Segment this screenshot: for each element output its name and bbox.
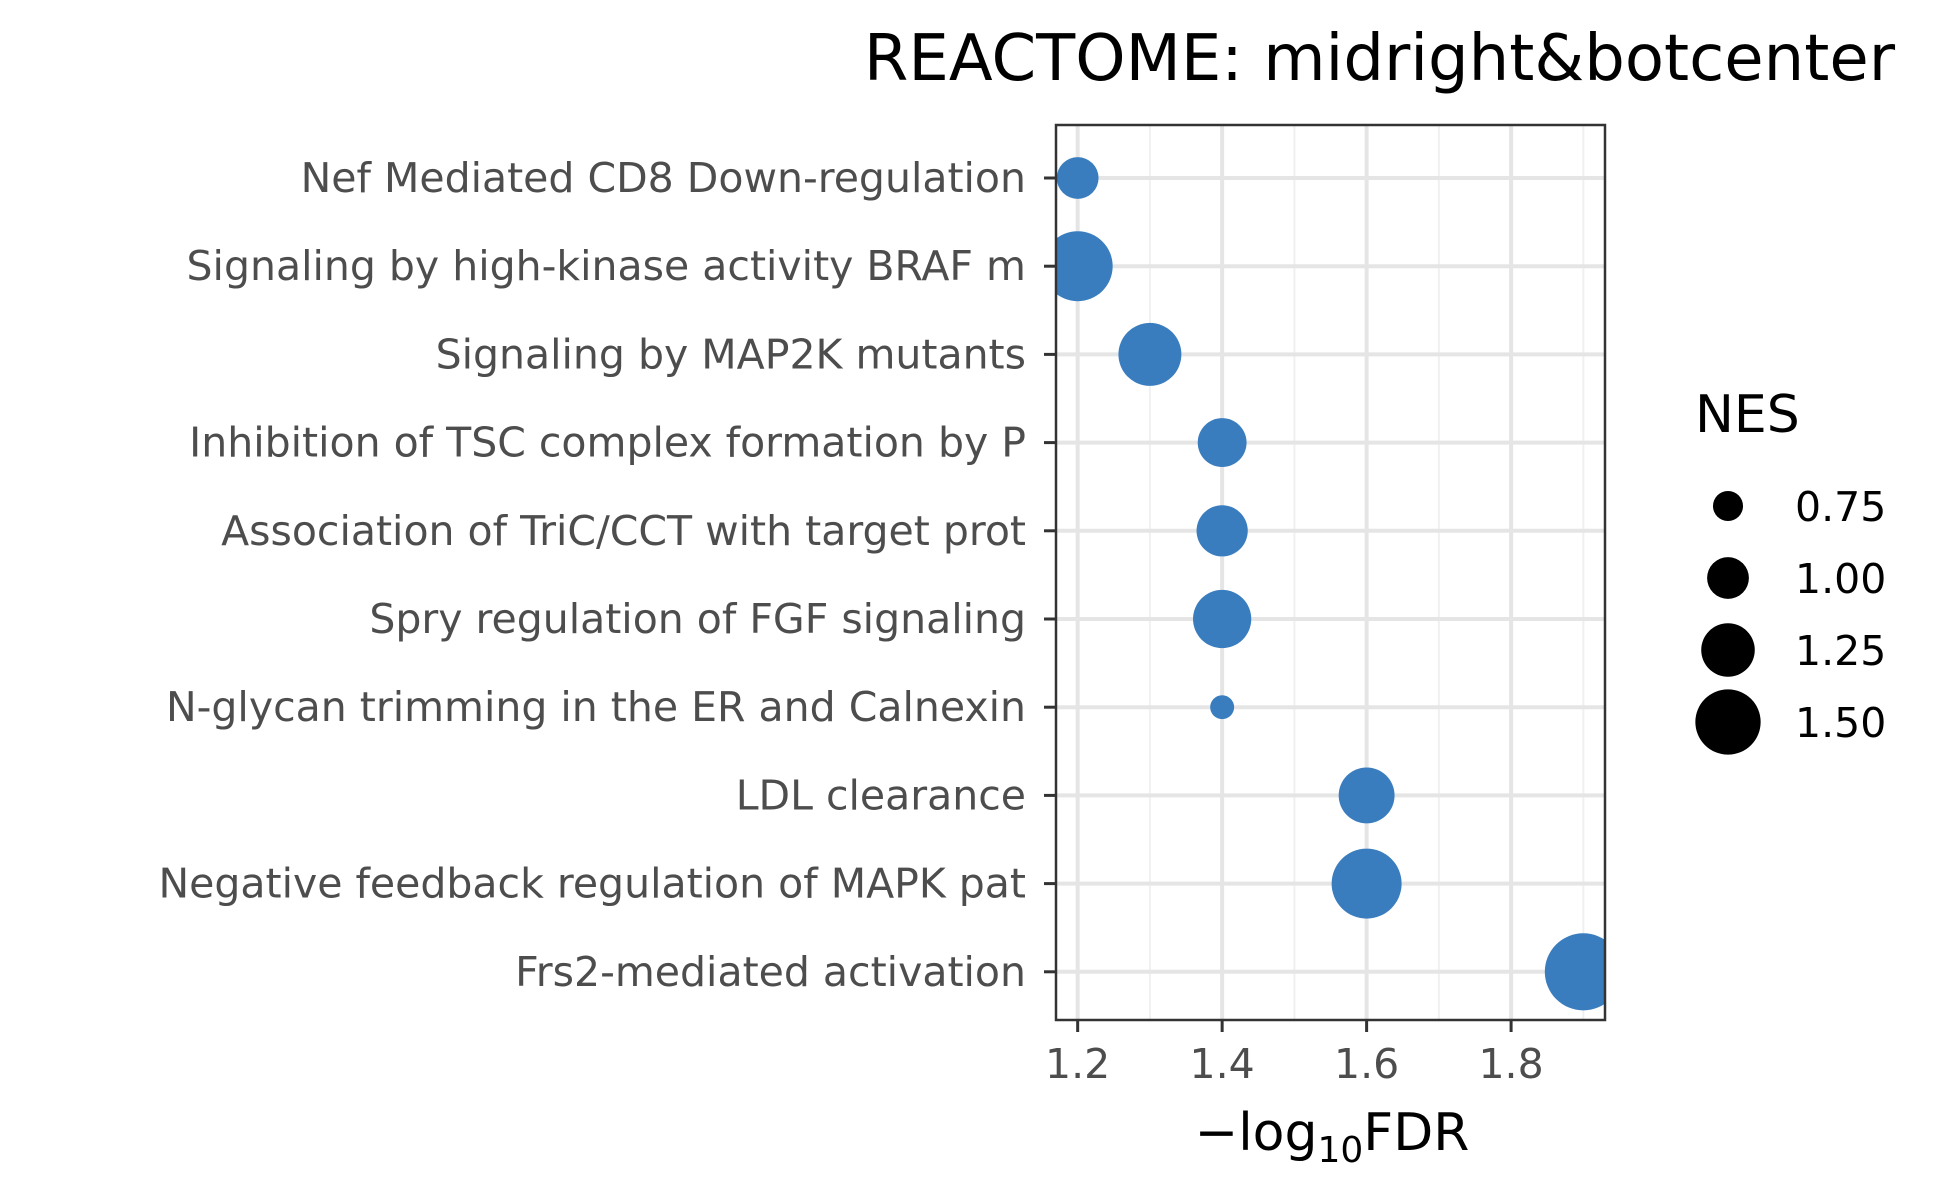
data-point xyxy=(1331,848,1402,919)
data-point xyxy=(1056,231,1113,302)
legend-label: 1.25 xyxy=(1795,627,1886,675)
category-label: N-glycan trimming in the ER and Calnexin xyxy=(166,683,1026,731)
chart-title: REACTOME: midright&botcenter xyxy=(864,22,1896,96)
data-point xyxy=(1210,695,1235,720)
data-point xyxy=(1118,322,1182,386)
x-tick-label: 1.6 xyxy=(1334,1040,1399,1088)
legend-key xyxy=(1707,557,1749,599)
data-point xyxy=(1193,589,1252,649)
legend-key xyxy=(1701,623,1755,677)
category-label: Signaling by high-kinase activity BRAF m xyxy=(187,242,1026,290)
legend-title: NES xyxy=(1695,385,1800,445)
legend-label: 0.75 xyxy=(1795,483,1886,531)
legend-label: 1.50 xyxy=(1795,699,1886,747)
panel-border xyxy=(1054,123,1607,1022)
data-point xyxy=(1338,767,1395,824)
legend-key xyxy=(1712,490,1744,522)
category-label: Spry regulation of FGF signaling xyxy=(369,595,1026,643)
data-point xyxy=(1056,157,1099,199)
x-tick-label: 1.8 xyxy=(1478,1040,1543,1088)
x-axis-title-suffix: FDR xyxy=(1363,1103,1469,1163)
category-label: Negative feedback regulation of MAPK pat xyxy=(158,860,1026,908)
category-label: Nef Mediated CD8 Down-regulation xyxy=(301,154,1026,202)
legend-key xyxy=(1695,689,1761,755)
data-point xyxy=(1544,933,1605,1011)
category-label: Signaling by MAP2K mutants xyxy=(436,330,1026,378)
data-point xyxy=(1197,418,1247,468)
x-axis-ticks: 1.2 1.4 1.6 1.8 xyxy=(1045,1020,1544,1088)
data-point xyxy=(1196,505,1248,557)
category-label: Association of TriC/CCT with target prot xyxy=(221,507,1026,555)
category-label: Frs2-mediated activation xyxy=(515,948,1026,996)
x-tick-label: 1.2 xyxy=(1045,1040,1110,1088)
x-axis-title-prefix: −log xyxy=(1195,1103,1318,1163)
size-legend: NES 0.75 1.00 1.25 1.50 xyxy=(1695,385,1886,755)
x-axis-title: −log10FDR xyxy=(1195,1103,1470,1171)
category-labels: Nef Mediated CD8 Down-regulation Signalin… xyxy=(158,154,1056,996)
x-axis-title-subscript: 10 xyxy=(1317,1130,1363,1171)
panel-background xyxy=(1056,125,1605,1020)
points xyxy=(1056,157,1605,1011)
category-label: Inhibition of TSC complex formation by P xyxy=(189,419,1026,467)
x-tick-label: 1.4 xyxy=(1190,1040,1255,1088)
plot-panel xyxy=(1054,123,1607,1022)
category-label: LDL clearance xyxy=(736,771,1026,819)
legend-label: 1.00 xyxy=(1795,555,1886,603)
